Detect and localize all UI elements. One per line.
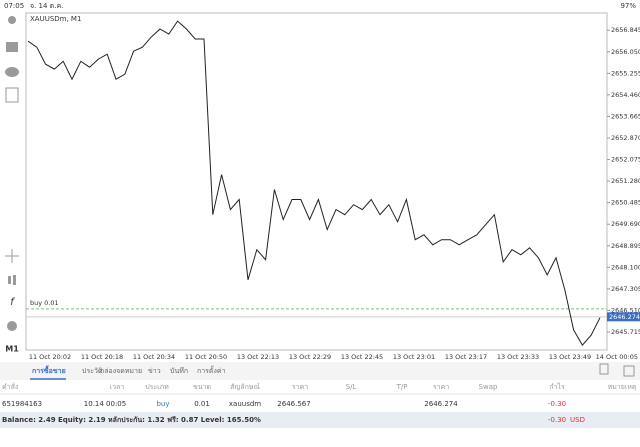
x-tick-label: 13 Oct 23:01 [393, 353, 435, 361]
price-line-series [27, 20, 601, 346]
cell[interactable]: 10.14 00:05 [84, 400, 126, 408]
x-tick-label: 11 Oct 20:34 [133, 353, 175, 361]
cell[interactable]: 651984163 [2, 400, 42, 408]
timeframe-button[interactable]: M1 [5, 345, 19, 354]
column-header: คำสั่ง [2, 382, 18, 391]
x-tick-label: 14 Oct 00:05 [596, 353, 638, 361]
x-tick-label: 13 Oct 23:49 [549, 353, 591, 361]
footer-profit: -0.30 [548, 416, 566, 424]
cell[interactable]: 0.01 [194, 400, 210, 408]
new-chart-icon[interactable] [5, 87, 19, 103]
y-tick-label: 2648.895 [611, 242, 640, 250]
column-header: สัญลักษณ์ [230, 383, 260, 391]
y-tick-label: 2646.510 [611, 306, 640, 314]
crosshair-icon[interactable] [5, 249, 19, 263]
tab[interactable]: ประวัติ [82, 367, 103, 375]
y-tick-label: 2647.305 [611, 285, 640, 293]
x-tick-label: 13 Oct 22:29 [289, 353, 331, 361]
x-tick-label: 13 Oct 23:17 [445, 353, 487, 361]
tab-icon[interactable] [599, 363, 609, 375]
chart-title: XAUUSDm, M1 [30, 15, 81, 23]
column-header: T/P [396, 383, 408, 391]
y-tick-label: 2655.255 [611, 69, 640, 77]
x-tick-label: 11 Oct 20:50 [185, 353, 227, 361]
y-tick-label: 2652.075 [611, 156, 640, 164]
y-tick-label: 2645.715 [611, 328, 640, 336]
candles-icon[interactable] [13, 275, 16, 285]
cell[interactable]: xauusdm [229, 400, 261, 408]
y-tick-label: 2650.485 [611, 199, 640, 207]
price-tag [607, 312, 640, 322]
column-header: กำไร [549, 382, 565, 391]
column-header: หมายเหตุ [608, 383, 637, 391]
x-tick-label: 11 Oct 20:02 [29, 353, 71, 361]
status-date: จ. 14 ต.ค. [30, 2, 63, 10]
tab[interactable]: การตั้งค่า [197, 364, 226, 375]
column-header: เวลา [110, 383, 125, 391]
cell[interactable]: -0.30 [548, 400, 566, 408]
y-tick-label: 2648.100 [611, 263, 640, 271]
tab[interactable]: การซื้อขาย [32, 364, 66, 375]
status-time: 07:05 [4, 2, 24, 10]
column-header: S/L [346, 383, 357, 391]
column-header: ประเภท [145, 383, 169, 391]
tab-icon[interactable] [623, 365, 635, 377]
y-tick-label: 2656.050 [611, 48, 640, 56]
chat-icon[interactable] [5, 67, 19, 77]
column-header: Swap [479, 383, 498, 391]
x-tick-label: 11 Oct 20:18 [81, 353, 123, 361]
column-header: ราคา [433, 383, 449, 391]
candles-icon[interactable] [8, 276, 11, 284]
objects-icon[interactable] [7, 321, 17, 331]
footer-summary: Balance: 2.49 Equity: 2.19 หลักประกัน: 1… [2, 416, 261, 424]
y-tick-label: 2654.460 [611, 91, 640, 99]
tab[interactable]: บันทึก [170, 366, 188, 375]
y-tick-label: 2656.845 [611, 26, 640, 34]
footer-currency: USD [570, 416, 585, 424]
footer-band [0, 412, 640, 428]
y-tick-label: 2649.690 [611, 220, 640, 228]
cell[interactable]: buy [156, 400, 169, 408]
indicator-icon[interactable]: f [10, 297, 15, 308]
y-tick-label: 2651.280 [611, 177, 640, 185]
trade-icon[interactable] [6, 42, 18, 52]
status-battery: 97% [620, 2, 636, 10]
x-tick-label: 13 Oct 23:33 [497, 353, 539, 361]
tab[interactable]: กล่องจดหมาย [100, 367, 142, 375]
order-label: buy 0.01 [30, 299, 59, 307]
y-tick-label: 2652.870 [611, 134, 640, 142]
column-header: ขนาด [193, 383, 211, 391]
tab-bar [0, 362, 640, 380]
x-tick-label: 13 Oct 22:45 [341, 353, 383, 361]
cell[interactable]: 2646.274 [424, 400, 458, 408]
x-tick-label: 13 Oct 22:13 [237, 353, 279, 361]
price-tag-label: 2646.274 [609, 313, 640, 321]
tab[interactable]: ข่าว [148, 367, 161, 375]
column-header: ราคา [292, 383, 308, 391]
cell[interactable]: 2646.567 [277, 400, 310, 408]
y-tick-label: 2653.665 [611, 112, 640, 120]
account-icon[interactable] [8, 16, 16, 24]
